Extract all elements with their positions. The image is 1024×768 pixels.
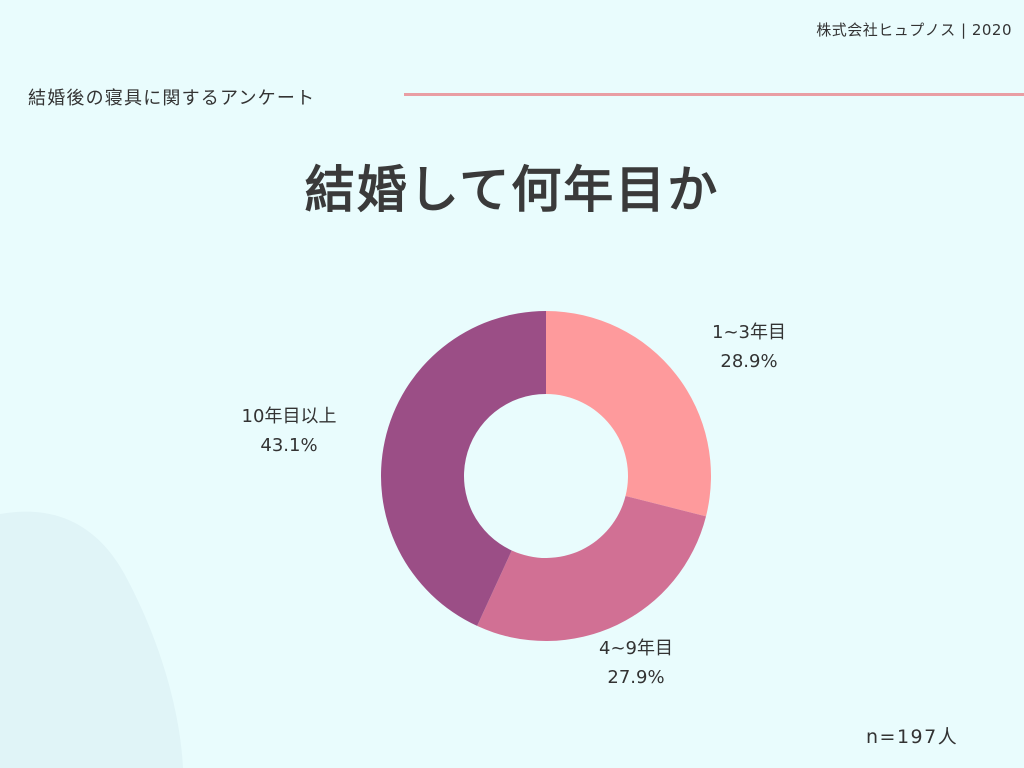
donut-slice-10-plus-years (380, 311, 546, 626)
slice-label-1-3-years: 1~3年目 28.9% (669, 318, 829, 376)
slice-category-label: 1~3年目 (712, 322, 786, 343)
slice-value-label: 43.1% (260, 435, 318, 456)
accent-line (404, 93, 1024, 96)
survey-title: 結婚後の寝具に関するアンケート (28, 88, 316, 109)
company-label: 株式会社ヒュプノス | 2020 (816, 21, 1012, 39)
slice-category-label: 10年目以上 (241, 406, 337, 427)
sample-size-label: n=197人 (866, 726, 959, 748)
donut-slice-4-9-years (477, 496, 706, 641)
slice-value-label: 28.9% (720, 351, 778, 372)
chart-title: 結婚して何年目か (304, 161, 720, 219)
slice-category-label: 4~9年目 (599, 638, 673, 659)
slice-label-10-plus-years: 10年目以上 43.1% (209, 402, 369, 460)
donut-slice-1-3-years (546, 311, 711, 517)
slice-value-label: 27.9% (607, 667, 665, 688)
slice-label-4-9-years: 4~9年目 27.9% (556, 634, 716, 692)
